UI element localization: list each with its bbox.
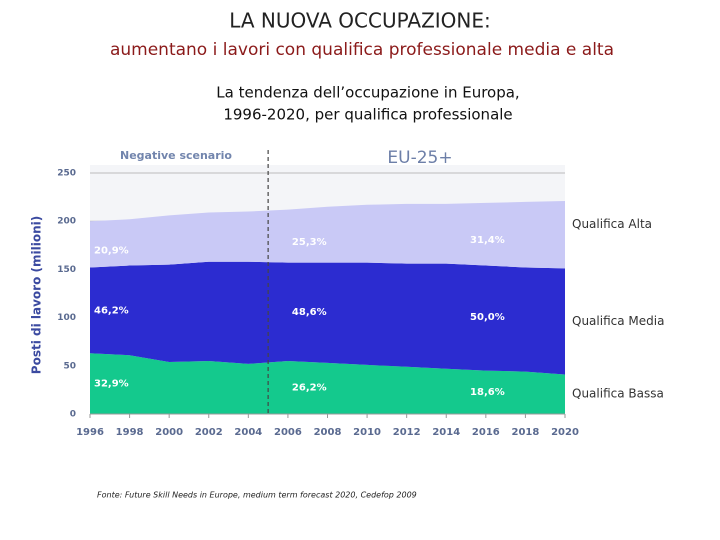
y-tick-label: 150: [57, 265, 76, 275]
x-tick-label: 2012: [393, 427, 421, 438]
x-tick-label: 2016: [472, 427, 500, 438]
legend-label: Qualifica Alta: [572, 217, 652, 231]
area: [90, 200, 565, 269]
y-tick-label: 100: [57, 313, 76, 323]
caption-line: 1996-2020, per qualifica professionale: [223, 106, 512, 124]
area: [90, 353, 565, 414]
share-label: 48,6%: [292, 307, 327, 318]
share-label: 18,6%: [470, 387, 505, 398]
x-tick-label: 2000: [155, 427, 183, 438]
x-tick-label: 2008: [314, 427, 342, 438]
share-label: 25,3%: [292, 237, 327, 248]
x-tick-label: 2020: [551, 427, 579, 438]
x-tick-label: 2010: [353, 427, 381, 438]
slide-subtitle: aumentano i lavori con qualifica profess…: [110, 40, 614, 60]
y-tick-label: 0: [70, 410, 76, 420]
legend-label: Qualifica Media: [572, 314, 664, 328]
x-tick-label: 2014: [432, 427, 460, 438]
y-tick-label: 200: [57, 217, 76, 227]
share-label: 31,4%: [470, 235, 505, 246]
x-tick-label: 2018: [511, 427, 539, 438]
chart-subtitle: Negative scenario: [120, 149, 232, 162]
share-label: 46,2%: [94, 305, 129, 316]
share-label: 32,9%: [94, 379, 129, 390]
share-label: 26,2%: [292, 382, 327, 393]
x-tick-label: 1998: [116, 427, 144, 438]
share-label: 20,9%: [94, 245, 129, 256]
y-axis-label: Posti di lavoro (milioni): [30, 216, 44, 374]
x-tick-label: 1996: [76, 427, 104, 438]
source: Fonte: Future Skill Needs in Europe, med…: [97, 491, 417, 500]
share-label: 50,0%: [470, 312, 505, 323]
area: [90, 261, 565, 375]
chart-title: EU-25+: [387, 148, 452, 168]
x-tick-label: 2006: [274, 427, 302, 438]
x-tick-label: 2002: [195, 427, 223, 438]
y-tick-label: 50: [63, 361, 76, 371]
slide-title: LA NUOVA OCCUPAZIONE:: [229, 9, 491, 33]
x-tick-label: 2004: [234, 427, 262, 438]
legend-label: Qualifica Bassa: [572, 387, 664, 401]
y-tick-label: 250: [57, 169, 76, 179]
caption-line: La tendenza dell’occupazione in Europa,: [216, 84, 519, 102]
